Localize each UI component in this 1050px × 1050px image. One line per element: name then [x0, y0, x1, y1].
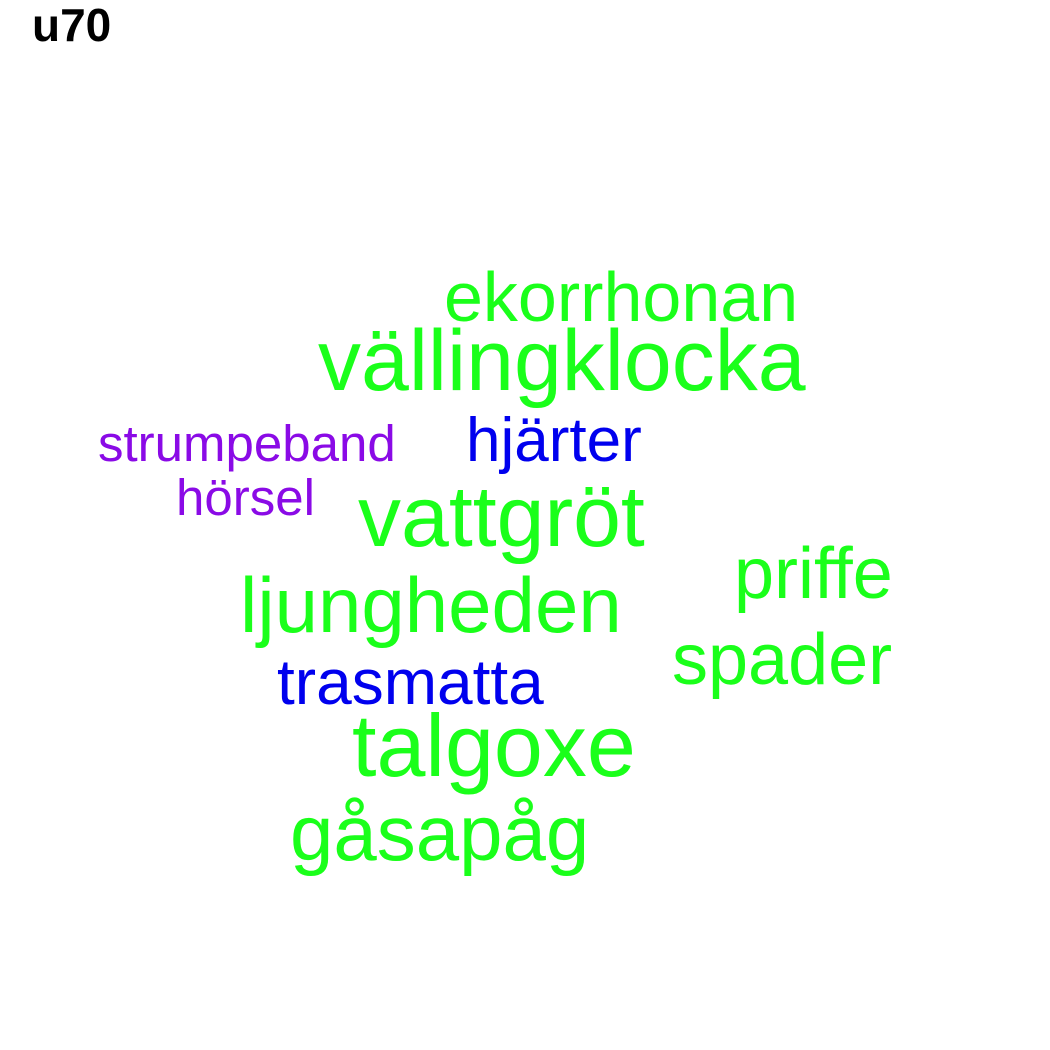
word-horsel: hörsel: [176, 469, 315, 526]
word-gasapag: gåsapåg: [290, 789, 590, 877]
word-ekorrhonan: ekorrhonan: [444, 258, 799, 336]
page-title: u70: [32, 0, 112, 51]
word-ljungheden: ljungheden: [240, 561, 622, 649]
word-priffe: priffe: [734, 534, 893, 614]
word-vattgrot: vattgröt: [358, 469, 645, 565]
word-trasmatta: trasmatta: [277, 646, 544, 718]
word-strumpeband: strumpeband: [98, 415, 396, 472]
word-vallingklocka: vällingklocka: [318, 313, 806, 409]
word-talgoxe: talgoxe: [352, 696, 636, 795]
word-hjarter: hjärter: [466, 406, 642, 475]
word-spader: spader: [672, 620, 893, 700]
